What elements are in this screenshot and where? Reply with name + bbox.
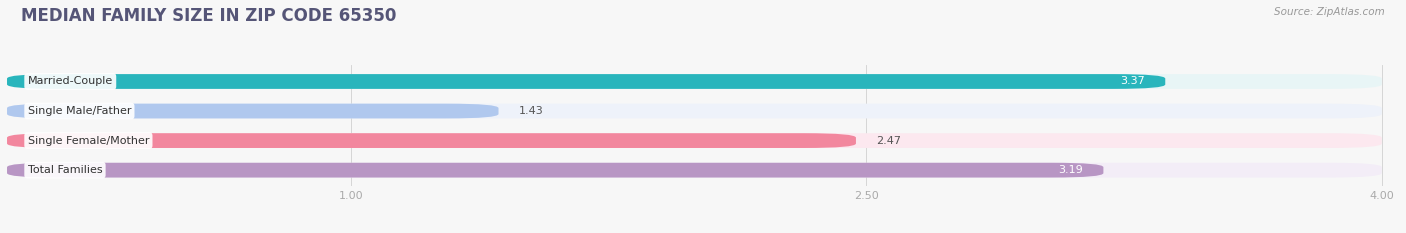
Text: Single Male/Father: Single Male/Father — [28, 106, 131, 116]
FancyBboxPatch shape — [7, 74, 1382, 89]
Text: 2.47: 2.47 — [876, 136, 901, 146]
FancyBboxPatch shape — [7, 74, 1166, 89]
FancyBboxPatch shape — [7, 163, 1104, 178]
Text: Source: ZipAtlas.com: Source: ZipAtlas.com — [1274, 7, 1385, 17]
FancyBboxPatch shape — [7, 104, 1382, 118]
Text: 3.19: 3.19 — [1059, 165, 1083, 175]
FancyBboxPatch shape — [7, 133, 1382, 148]
Text: MEDIAN FAMILY SIZE IN ZIP CODE 65350: MEDIAN FAMILY SIZE IN ZIP CODE 65350 — [21, 7, 396, 25]
Text: 1.43: 1.43 — [519, 106, 544, 116]
Text: Total Families: Total Families — [28, 165, 103, 175]
Text: Single Female/Mother: Single Female/Mother — [28, 136, 149, 146]
Text: Married-Couple: Married-Couple — [28, 76, 112, 86]
FancyBboxPatch shape — [7, 104, 499, 118]
Text: 3.37: 3.37 — [1121, 76, 1144, 86]
FancyBboxPatch shape — [7, 163, 1382, 178]
FancyBboxPatch shape — [7, 133, 856, 148]
